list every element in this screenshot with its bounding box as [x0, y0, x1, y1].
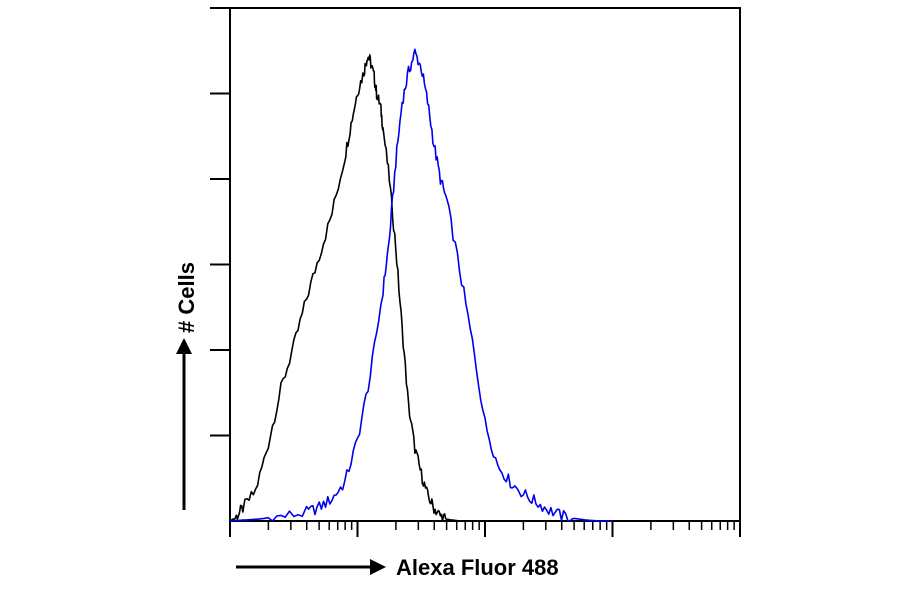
y-axis-arrow [176, 338, 192, 510]
y-axis-label: # Cells [174, 262, 199, 333]
plot-frame [229, 7, 741, 522]
x-axis-label: Alexa Fluor 488 [396, 555, 559, 580]
x-axis-arrow [236, 559, 386, 575]
series-group [229, 48, 613, 522]
series-line-2 [229, 48, 613, 522]
axes [210, 7, 741, 537]
series-line-1 [229, 54, 485, 522]
